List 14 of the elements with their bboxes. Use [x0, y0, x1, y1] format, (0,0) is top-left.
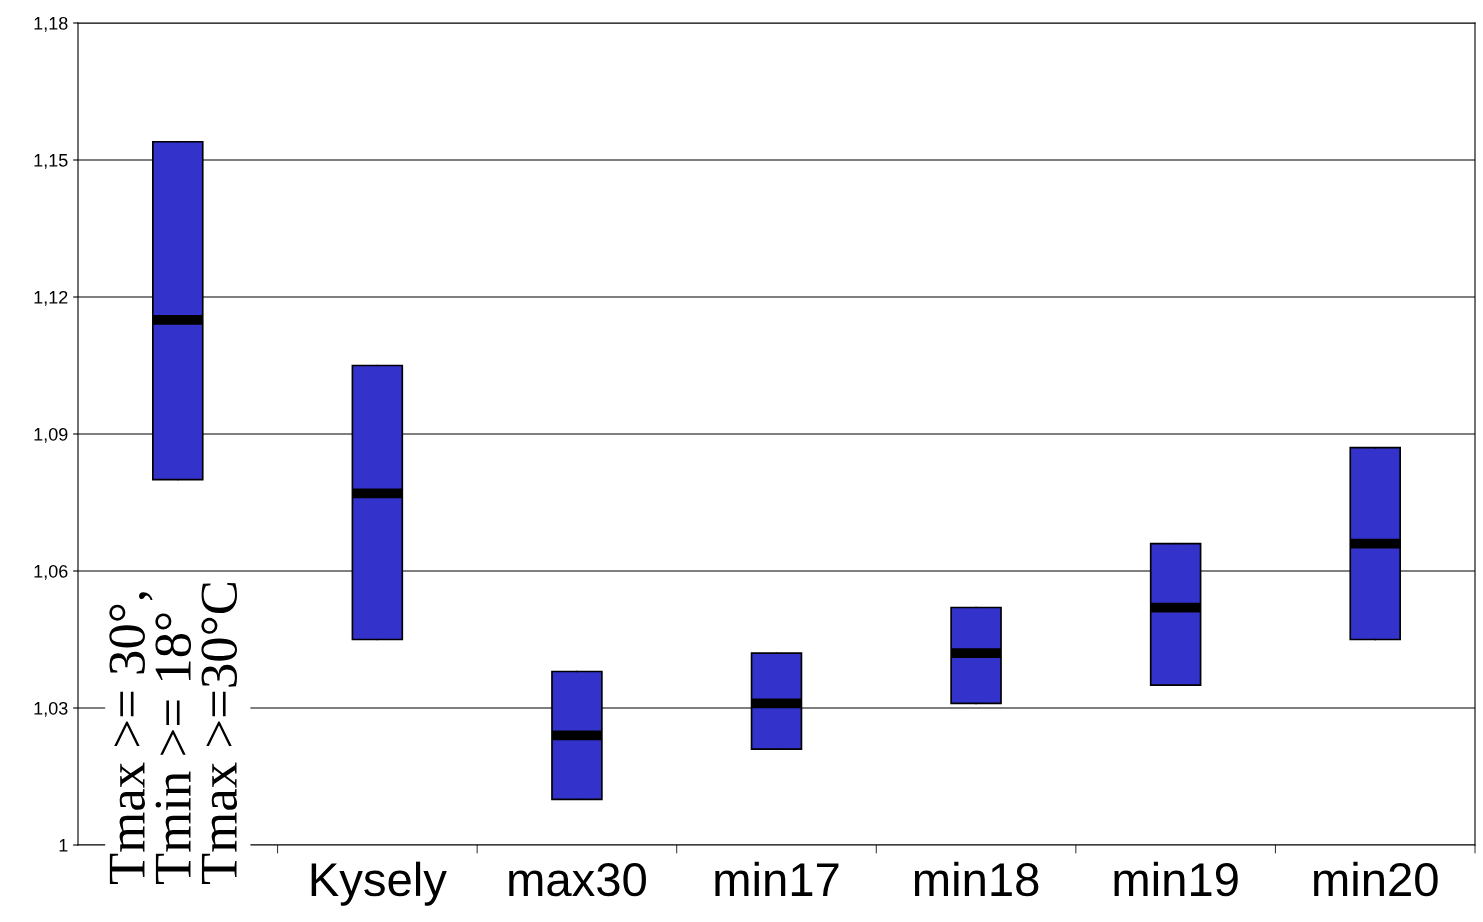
- y-tick-label: 1,06: [34, 564, 68, 580]
- x-tick-label: max30: [509, 862, 646, 897]
- y-tick-label: 1,03: [34, 701, 68, 717]
- x-tick-label: Kysely: [311, 861, 447, 906]
- y-tick-label: 1,18: [34, 16, 68, 32]
- x-tick-label: min20: [1314, 861, 1438, 897]
- x-tick-label: min17: [715, 861, 839, 896]
- x-tick-label: min19: [1114, 861, 1238, 897]
- x-tick-label: Tmax >= 30°, Tmin >= 18° Tmax >=30°C: [109, 582, 238, 885]
- y-tick-label: 1,09: [34, 427, 68, 443]
- x-tick-label: min18: [914, 861, 1039, 897]
- y-tick-label: 1,12: [34, 290, 68, 306]
- y-tick-label: 1,15: [34, 154, 68, 169]
- y-tick-label: 1: [59, 839, 68, 852]
